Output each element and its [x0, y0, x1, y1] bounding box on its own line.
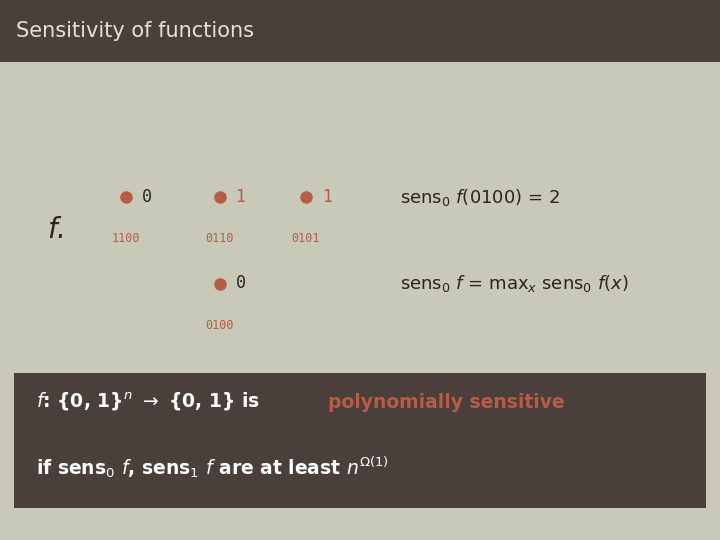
Text: $f$: {0, 1}$^n$ $\rightarrow$ {0, 1} is: $f$: {0, 1}$^n$ $\rightarrow$ {0, 1} is — [36, 391, 261, 414]
FancyBboxPatch shape — [14, 373, 706, 508]
Text: if sens$_0$ $f$, sens$_1$ $f$ are at least $n^{\Omega(1)}$: if sens$_0$ $f$, sens$_1$ $f$ are at lea… — [36, 454, 389, 480]
Text: 0110: 0110 — [205, 232, 234, 245]
Text: 1: 1 — [235, 188, 246, 206]
Text: polynomially sensitive: polynomially sensitive — [328, 393, 564, 412]
FancyBboxPatch shape — [0, 0, 720, 62]
Text: 0: 0 — [142, 188, 152, 206]
Text: Sensitivity of functions: Sensitivity of functions — [16, 21, 254, 41]
Text: 1100: 1100 — [112, 232, 140, 245]
Text: 1: 1 — [322, 188, 332, 206]
Text: 0: 0 — [235, 274, 246, 293]
Text: sens$_0$ $f$(0100) = 2: sens$_0$ $f$(0100) = 2 — [400, 187, 559, 207]
Text: $f$.: $f$. — [47, 215, 63, 244]
Text: 0101: 0101 — [292, 232, 320, 245]
Text: 0100: 0100 — [205, 319, 234, 332]
Text: sens$_0$ $f$ = max$_x$ sens$_0$ $f$($x$): sens$_0$ $f$ = max$_x$ sens$_0$ $f$($x$) — [400, 273, 629, 294]
